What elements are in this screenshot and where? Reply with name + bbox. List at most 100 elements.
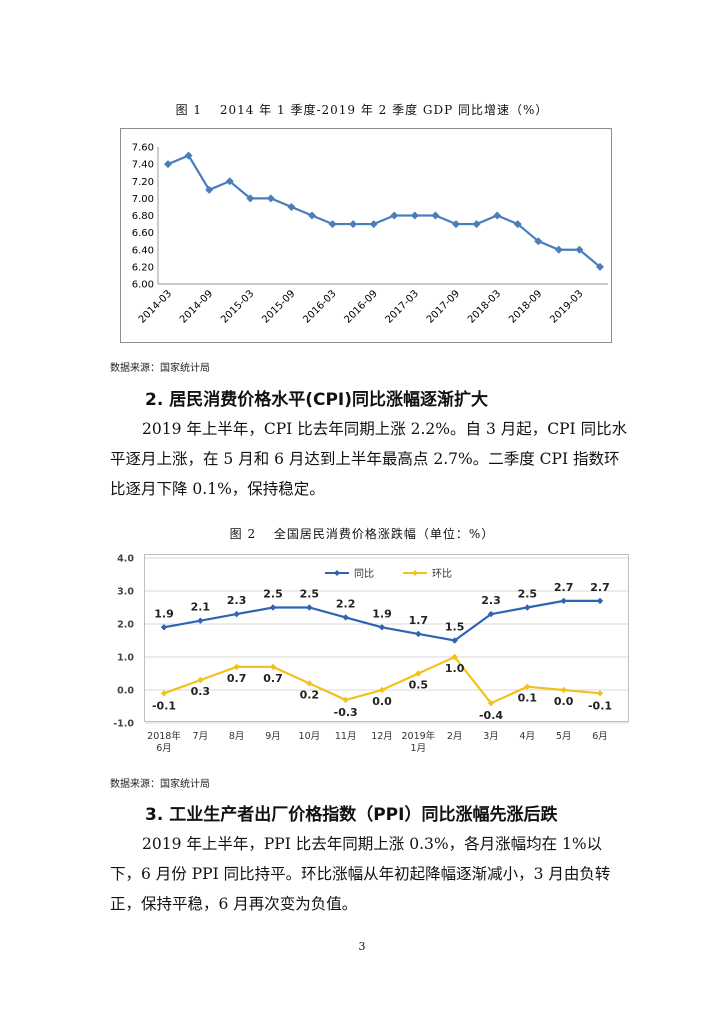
cpi-mom-point <box>415 670 422 677</box>
cpi-yoy-point <box>269 604 277 611</box>
gdp-chart-axes <box>157 147 608 285</box>
cpi-legend-label: 环比 <box>432 568 452 580</box>
cpi-mom-point <box>560 686 567 694</box>
cpi-mom-data-label: -0.3 <box>334 706 358 719</box>
gdp-series-points <box>164 151 604 271</box>
gdp-data-point <box>431 211 440 220</box>
cpi-yoy-data-label: 2.5 <box>263 588 283 601</box>
cpi-chart-frame <box>144 554 629 722</box>
cpi-legend-label: 同比 <box>354 568 374 580</box>
section3-paragraph-text: 2019 年上半年，PPI 比去年同期上涨 0.3%，各月涨幅均在 1%以下，6… <box>110 835 611 913</box>
cpi-mom-point <box>596 690 604 697</box>
gdp-data-point <box>410 211 419 220</box>
cpi-y-tick-label: 2.0 <box>117 620 134 631</box>
page-number: 3 <box>358 940 366 953</box>
cpi-yoy-data-label: 2.5 <box>300 588 320 601</box>
cpi-y-tick-label: 4.0 <box>117 554 134 565</box>
gdp-y-tick-label: 7.60 <box>132 143 154 154</box>
cpi-mom-point <box>306 680 313 687</box>
cpi-yoy-data-label: 2.7 <box>590 581 610 594</box>
figure1-title: 图 1 2014 年 1 季度-2019 年 2 季度 GDP 同比增速（%） <box>175 103 549 117</box>
gdp-data-point <box>493 211 502 220</box>
cpi-mom-point <box>451 653 458 661</box>
gdp-data-point <box>554 245 563 254</box>
gdp-data-point <box>164 160 172 169</box>
gdp-y-tick-label: 7.40 <box>132 160 154 171</box>
cpi-mom-data-label: 0.1 <box>518 692 538 705</box>
cpi-x-tick-label: 9月 <box>265 731 281 742</box>
gdp-data-point <box>225 177 234 186</box>
gdp-y-tick-label: 6.20 <box>132 262 154 273</box>
gdp-data-point <box>328 220 337 229</box>
section3-paragraph: 2019 年上半年，PPI 比去年同期上涨 0.3%，各月涨幅均在 1%以下，6… <box>110 829 630 919</box>
gdp-y-tick-label: 7.00 <box>132 194 154 205</box>
cpi-yoy-data-label: 2.1 <box>191 601 211 614</box>
cpi-yoy-data-label: 2.2 <box>336 597 356 610</box>
gdp-data-point <box>513 220 522 229</box>
cpi-mom-data-label: 0.3 <box>191 685 211 698</box>
cpi-yoy-data-label: 1.7 <box>409 614 429 627</box>
cpi-mom-data-label: -0.1 <box>588 699 612 712</box>
cpi-x-tick-label: 3月 <box>483 731 499 742</box>
cpi-legend-marker <box>412 570 418 576</box>
cpi-chart-legend: 同比 环比 <box>325 568 452 580</box>
cpi-yoy-point <box>596 597 604 605</box>
cpi-chart-grid <box>145 557 628 724</box>
section2-paragraph: 2019 年上半年，CPI 比去年同期上涨 2.2%。自 3 月起，CPI 同比… <box>110 414 630 504</box>
cpi-x-tick-label: 5月 <box>556 731 572 742</box>
cpi-yoy-data-label: 2.7 <box>554 581 574 594</box>
cpi-yoy-data-label: 2.3 <box>481 594 501 607</box>
cpi-mom-data-label: 0.7 <box>263 672 283 685</box>
cpi-x-tick-label: 4月 <box>520 731 536 742</box>
gdp-series-line <box>167 154 601 268</box>
cpi-mom-data-label: 0.5 <box>409 679 429 692</box>
cpi-mom-data-label: -0.4 <box>479 709 503 722</box>
cpi-x-tick-label: 12月 <box>371 731 393 742</box>
section2-paragraph-text: 2019 年上半年，CPI 比去年同期上涨 2.2%。自 3 月起，CPI 同比… <box>110 420 628 498</box>
gdp-data-point <box>575 245 584 254</box>
figure2-source: 数据来源：国家统计局 <box>110 779 210 790</box>
cpi-x-tick-label: 2月 <box>447 731 463 742</box>
cpi-x-tick-label: 11月 <box>335 731 357 742</box>
gdp-data-point <box>246 194 255 203</box>
cpi-mom-data-label: 1.0 <box>445 662 465 675</box>
cpi-yoy-data-label: 2.3 <box>227 594 247 607</box>
gdp-data-point <box>369 220 378 229</box>
cpi-mom-point <box>342 696 349 704</box>
section2-heading: 2. 居民消费价格水平(CPI)同比涨幅逐渐扩大 <box>145 390 489 410</box>
cpi-x-tick-label: 6月 <box>592 731 608 742</box>
cpi-x-tick-label: 10月 <box>299 731 321 742</box>
cpi-y-tick-label: -1.0 <box>113 719 134 730</box>
cpi-mom-data-label: 0.2 <box>300 688 320 701</box>
gdp-y-tick-label: 7.20 <box>132 177 154 188</box>
gdp-data-point <box>596 262 604 271</box>
cpi-mom-data-label: -0.1 <box>152 699 176 712</box>
cpi-y-tick-label: 3.0 <box>117 587 134 598</box>
figure1-source: 数据来源：国家统计局 <box>110 363 210 374</box>
cpi-yoy-data-label: 1.9 <box>372 607 392 620</box>
gdp-y-tick-label: 6.80 <box>132 211 154 222</box>
cpi-y-tick-label: 0.0 <box>117 686 134 697</box>
cpi-x-tick-label: 7月 <box>193 731 209 742</box>
cpi-yoy-data-label: 2.5 <box>518 588 538 601</box>
gdp-chart-frame <box>120 128 612 343</box>
cpi-yoy-data-label: 1.5 <box>445 621 465 634</box>
gdp-data-point <box>184 151 193 160</box>
cpi-yoy-data-label: 1.9 <box>154 607 174 620</box>
cpi-mom-data-label: 0.0 <box>554 695 574 708</box>
cpi-chart-x-ticks: 2018年 6月 7月 8月 9月 10月 11月 12月 2019年 1月 2月 3月 4月 5月 6月 <box>147 730 608 754</box>
cpi-x-tick-label: 2018年 6月 <box>147 730 181 754</box>
cpi-yoy-point <box>306 604 313 611</box>
cpi-chart-y-ticks: 4.0 3.0 2.0 1.0 0.0 -1.0 <box>113 554 134 730</box>
gdp-data-point <box>349 220 358 229</box>
figure2-title: 图 2 全国居民消费价格涨跌幅（单位：%） <box>229 527 495 541</box>
gdp-data-point <box>390 211 399 220</box>
gdp-data-point <box>452 220 460 229</box>
cpi-chart-series: 1.9 2.1 2.3 2.5 2.5 2.2 1.9 1.7 1.5 2.3 2.5 2.7 2.7 -… <box>152 581 612 722</box>
gdp-y-tick-label: 6.40 <box>132 245 154 256</box>
gdp-y-tick-label: 6.00 <box>132 280 154 291</box>
gdp-chart-y-ticks: 7.60 7.40 7.20 7.00 6.80 6.60 6.40 6.20 6.00 <box>132 143 154 291</box>
cpi-mom-data-label: 0.7 <box>227 672 247 685</box>
gdp-data-point <box>287 202 296 211</box>
gdp-data-point <box>472 220 481 229</box>
